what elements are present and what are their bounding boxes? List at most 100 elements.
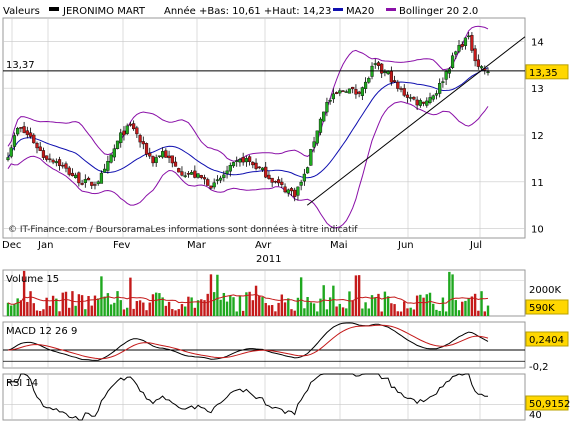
candle-up: [74, 174, 78, 179]
candle-down: [341, 90, 345, 92]
volume-bar: [19, 300, 23, 316]
reference-label: 13,37: [6, 60, 35, 71]
candle-down: [167, 155, 171, 159]
candle-up: [238, 159, 242, 163]
volume-bar: [419, 294, 422, 316]
volume-bar: [283, 302, 287, 316]
volume-bar: [380, 311, 383, 316]
candle-up: [125, 125, 129, 134]
volume-bar: [322, 285, 325, 316]
last-macd-box: [525, 331, 569, 347]
volume-bar: [84, 309, 87, 316]
candle-up: [299, 181, 303, 186]
candle-down: [267, 174, 271, 179]
volume-bar: [16, 298, 19, 316]
x-axis: Dec Jan Fev Mar Avr Mai Jun Jul 2011: [2, 240, 482, 265]
volume-bar: [132, 308, 135, 316]
volume-bar: [457, 310, 461, 316]
candle-up: [109, 154, 113, 163]
candle-down: [415, 99, 419, 106]
volume-bar: [441, 297, 445, 316]
candle-up: [367, 78, 371, 83]
candle-down: [70, 172, 75, 177]
volume-bar: [87, 295, 90, 316]
volume-bar: [174, 310, 177, 316]
candle-up: [344, 91, 348, 93]
candle-down: [280, 181, 284, 185]
candle-up: [219, 177, 223, 181]
candle-up: [325, 102, 329, 113]
volume-bar: [403, 301, 406, 316]
rsi-panel: RSI 14 50,9152 40: [2, 373, 570, 421]
volume-bar: [80, 295, 84, 316]
volume-bar: [287, 298, 290, 316]
candle-down: [396, 81, 400, 89]
candle-up: [296, 186, 300, 196]
macd-signal-line: [7, 324, 489, 360]
volume-tick: 2000K: [529, 285, 561, 296]
candle-down: [135, 127, 139, 135]
candle-up: [6, 157, 10, 161]
volume-bar: [219, 299, 222, 316]
header-label: Valeurs: [3, 6, 40, 17]
volume-bar: [316, 311, 319, 316]
candle-down: [180, 171, 184, 176]
candle-up: [99, 172, 104, 184]
last-volume-label: 590K: [529, 303, 555, 314]
volume-bars: [6, 270, 490, 316]
volume-bar: [383, 291, 387, 316]
volume-bar: [325, 309, 329, 316]
candle-down: [170, 155, 174, 164]
volume-bar: [361, 308, 364, 316]
volume-bar: [296, 297, 300, 316]
candle-down: [334, 92, 339, 94]
volume-bar: [241, 310, 245, 316]
volume-bar: [6, 302, 10, 316]
candle-down: [186, 173, 191, 175]
bollinger-bands: [7, 25, 489, 229]
volume-bar: [306, 297, 309, 316]
volume-bar: [71, 291, 74, 316]
volume-bar: [148, 302, 151, 316]
volume-bar: [406, 308, 409, 316]
volume-bar: [206, 293, 209, 316]
candle-up: [322, 111, 326, 122]
price-tick-13: 13: [531, 84, 544, 95]
volume-bar: [412, 309, 416, 316]
volume-bar: [444, 311, 448, 316]
ma-legend: MA20: [346, 6, 374, 17]
volume-bar: [103, 296, 106, 316]
stock-name: JERONIMO MART: [62, 6, 146, 17]
candle-down: [412, 96, 416, 100]
volume-bar: [364, 302, 367, 316]
volume-bar: [64, 291, 68, 316]
volume-bar: [90, 305, 93, 316]
price-tick-10: 10: [531, 225, 544, 236]
candle-down: [67, 167, 71, 175]
volume-bar: [97, 298, 100, 316]
candle-up: [215, 179, 219, 181]
candle-down: [164, 150, 168, 158]
candle-up: [12, 135, 17, 147]
volume-bar: [261, 297, 264, 316]
candle-down: [128, 123, 133, 126]
volume-bar: [486, 305, 490, 316]
volume-bar: [451, 274, 454, 316]
candle-down: [399, 88, 403, 90]
volume-bar: [438, 310, 441, 316]
candle-up: [431, 95, 435, 100]
candle-down: [273, 181, 277, 183]
last-price-box: [525, 64, 569, 80]
macd-line: [7, 322, 489, 361]
volume-bar: [35, 310, 39, 316]
candle-down: [248, 156, 252, 162]
volume-bar: [225, 301, 229, 316]
candle-up: [347, 88, 352, 94]
candle-up: [222, 174, 226, 178]
candle-down: [93, 184, 97, 186]
volume-bar: [461, 301, 464, 316]
last-price-label: 13,35: [529, 68, 558, 79]
candle-down: [22, 126, 26, 133]
candle-down: [138, 135, 142, 143]
volume-average-line: [7, 293, 489, 305]
